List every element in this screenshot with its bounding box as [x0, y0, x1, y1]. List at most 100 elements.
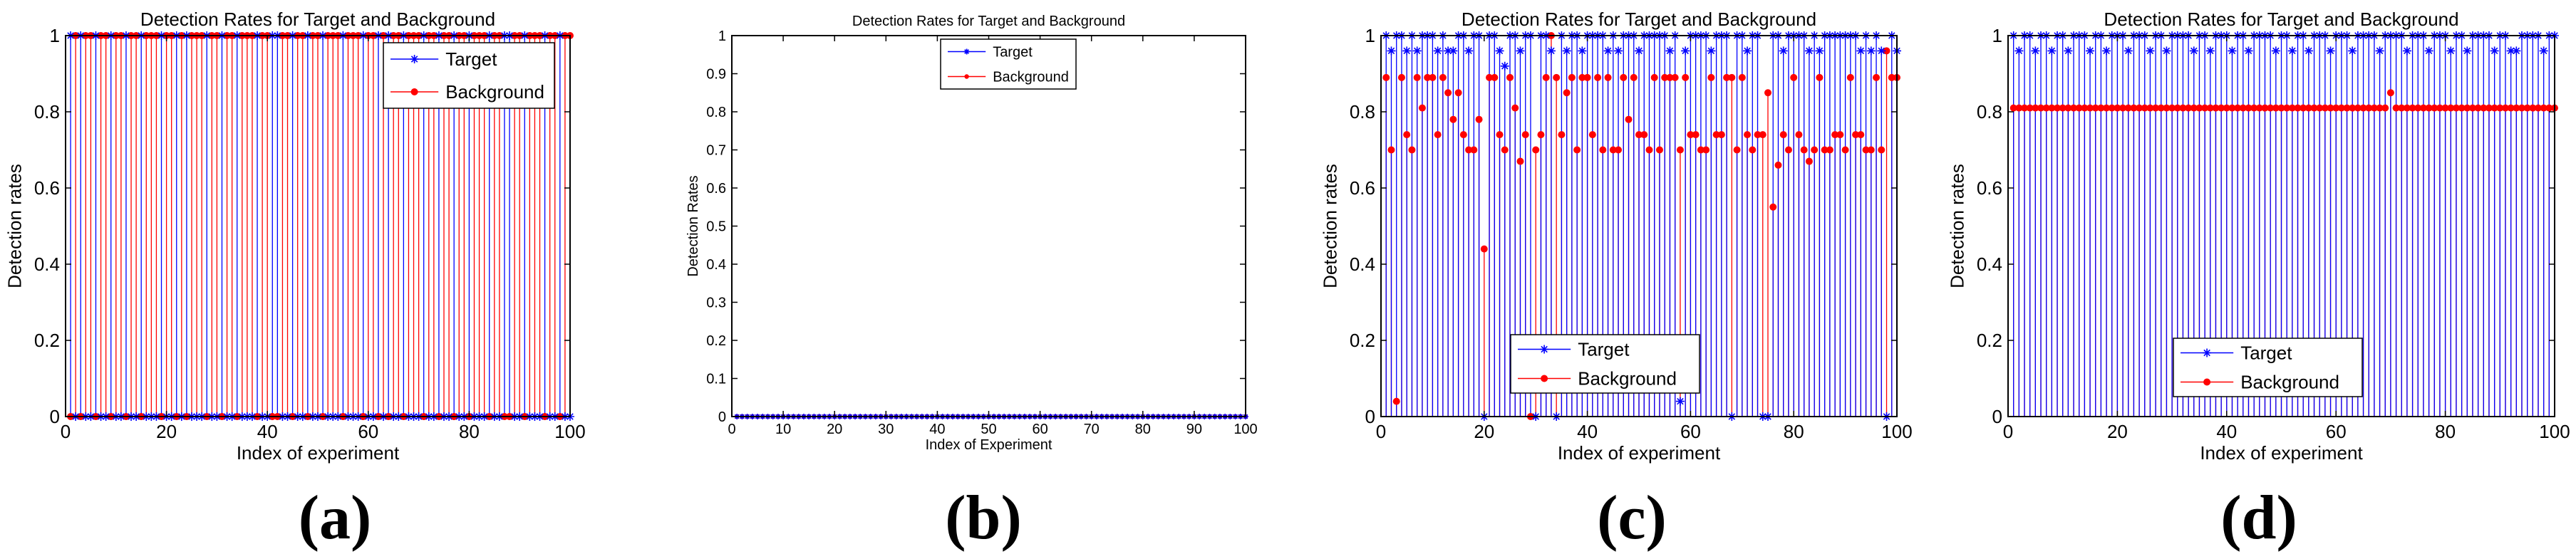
y-tick-label: 1: [718, 28, 726, 44]
x-axis-label: Index of Experiment: [926, 437, 1052, 453]
x-tick-label: 50: [981, 422, 996, 437]
background-point: [2239, 104, 2247, 112]
target-point: [2146, 46, 2155, 56]
background-point: [1873, 73, 1881, 81]
legend-box: [1510, 334, 1700, 394]
background-point: [2223, 104, 2230, 112]
background-point: [2349, 104, 2357, 112]
background-point: [2141, 104, 2148, 112]
background-point: [2146, 104, 2154, 112]
target-point: [1681, 46, 1690, 56]
background-point: [2250, 104, 2258, 112]
background-point: [2392, 104, 2400, 112]
x-tick-label: 20: [2107, 421, 2128, 442]
background-point: [1774, 161, 1782, 169]
legend-background-marker: [410, 88, 418, 95]
target-point: [1387, 46, 1396, 56]
background-point: [2370, 104, 2378, 112]
plot-area-frame: [65, 35, 571, 417]
y-tick-label: 0.6: [1977, 177, 2002, 199]
figure-caption-a: (a): [298, 484, 372, 553]
y-tick-label: 0.6: [1350, 177, 1375, 199]
background-point: [2103, 104, 2111, 112]
background-point: [2114, 104, 2121, 112]
target-point: [1464, 46, 1474, 56]
background-point: [1712, 131, 1720, 139]
x-axis-label: Index of experiment: [2200, 442, 2363, 464]
background-point: [1625, 115, 1633, 123]
background-point: [2316, 104, 2324, 112]
background-point: [2452, 104, 2460, 112]
x-tick-label: 20: [156, 421, 177, 442]
background-point: [2529, 104, 2537, 112]
legend-box: [940, 38, 1077, 90]
x-tick-label: 20: [1474, 421, 1494, 442]
background-point: [2321, 104, 2329, 112]
target-point: [2402, 46, 2411, 56]
background-point: [1609, 146, 1617, 154]
background-point: [1883, 47, 1890, 55]
x-tick-label: 20: [827, 422, 842, 437]
background-point: [2054, 104, 2062, 112]
background-point: [2163, 104, 2171, 112]
chart-title: Detection Rates for Target and Backgroun…: [1462, 9, 1816, 30]
y-axis-label: Detection Rates: [686, 175, 701, 276]
target-point: [2086, 46, 2095, 56]
background-point: [1733, 146, 1741, 154]
legend-background-marker: [2203, 378, 2211, 386]
background-point: [1444, 89, 1452, 97]
background-point: [1692, 131, 1700, 139]
y-tick-label: 0.4: [1977, 254, 2002, 275]
background-point: [2480, 104, 2488, 112]
y-tick-label: 0.9: [706, 67, 726, 83]
background-point: [1578, 73, 1586, 81]
x-tick-label: 0: [2003, 421, 2013, 442]
background-point: [1738, 73, 1746, 81]
x-tick-label: 100: [1233, 422, 1257, 437]
background-point: [1604, 73, 1612, 81]
background-point: [1821, 146, 1828, 154]
background-point: [1640, 131, 1648, 139]
background-point: [2021, 104, 2029, 112]
y-tick-label: 0.4: [34, 254, 60, 275]
target-point: [2244, 46, 2253, 56]
background-point: [1449, 115, 1457, 123]
x-tick-label: 100: [1881, 421, 1912, 442]
x-tick-label: 80: [459, 421, 480, 442]
background-point: [1723, 73, 1731, 81]
background-point: [1867, 146, 1875, 154]
background-point: [1563, 89, 1571, 97]
background-point: [1480, 245, 1488, 253]
x-tick-label: 80: [1784, 421, 1804, 442]
legend-box: [383, 42, 555, 109]
background-point: [2136, 104, 2143, 112]
detection-rates-chart-a: Detection Rates for Target and Backgroun…: [4, 9, 586, 464]
background-point: [1878, 146, 1886, 154]
legend-target-marker: [410, 55, 419, 63]
target-point: [1500, 61, 1509, 70]
chart-title: Detection Rates for Target and Backgroun…: [852, 14, 1125, 29]
target-point: [1578, 46, 1587, 56]
background-point: [2545, 104, 2553, 112]
x-tick-label: 90: [1186, 422, 1202, 437]
figure-caption-d: (d): [2220, 484, 2297, 553]
target-point: [2463, 46, 2472, 56]
background-point: [2501, 104, 2509, 112]
detection-rates-chart-d: Detection Rates for Target and Backgroun…: [1947, 9, 2570, 464]
background-point: [1836, 131, 1844, 139]
background-point: [2185, 104, 2193, 112]
background-point: [1697, 146, 1705, 154]
background-point: [2463, 104, 2471, 112]
background-point: [2201, 104, 2209, 112]
target-point: [2446, 46, 2456, 56]
background-point: [2436, 104, 2443, 112]
target-point: [1412, 46, 1422, 56]
target-point: [1707, 46, 1716, 56]
background-point: [2354, 104, 2362, 112]
background-point: [2376, 104, 2384, 112]
target-point: [1516, 46, 1525, 56]
background-point: [1454, 89, 1462, 97]
target-point: [1444, 46, 1453, 56]
plot-area-frame: [1380, 35, 1898, 417]
background-point: [2283, 104, 2291, 112]
